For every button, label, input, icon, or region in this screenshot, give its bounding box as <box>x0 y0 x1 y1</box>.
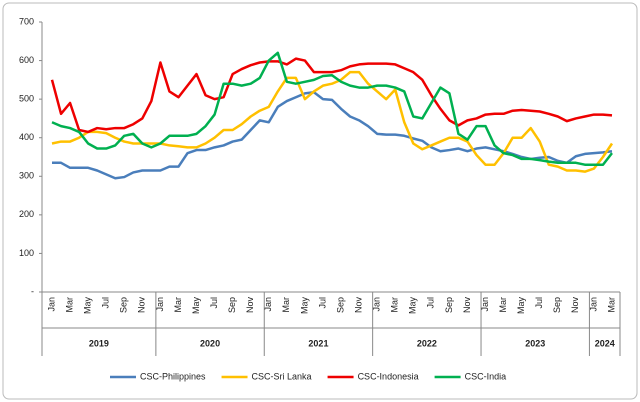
x-tick-label: Jan <box>372 297 382 312</box>
x-tick-label: Jan <box>46 297 56 312</box>
x-tick-label: Mar <box>606 297 616 313</box>
series-line <box>50 57 613 134</box>
legend-label: CSC-Sri Lanka <box>252 371 312 381</box>
y-tick-label: 500 <box>19 94 34 104</box>
x-tick-label: May <box>83 297 93 315</box>
year-label: 2023 <box>525 338 545 348</box>
x-tick-label: Jan <box>155 297 165 312</box>
x-tick-label: Sep <box>335 297 345 313</box>
y-tick-label: 300 <box>19 171 34 181</box>
x-tick-label: May <box>299 297 309 315</box>
y-tick-label: 200 <box>19 209 34 219</box>
x-tick-label: Jan <box>263 297 273 312</box>
x-tick-label: Jan <box>588 297 598 312</box>
y-tick-label: 400 <box>19 132 34 142</box>
x-tick-label: May <box>516 297 526 315</box>
x-tick-label: Mar <box>281 297 291 313</box>
x-tick-label: Jan <box>480 297 490 312</box>
x-tick-label: May <box>408 297 418 315</box>
x-tick-label: Jul <box>426 297 436 309</box>
series-line <box>52 90 613 180</box>
y-tick-label: 700 <box>19 16 34 26</box>
x-tick-label: Mar <box>498 297 508 313</box>
year-label: 2022 <box>417 338 437 348</box>
x-tick-label: Nov <box>462 297 472 314</box>
x-tick-label: Nov <box>353 297 363 314</box>
x-tick-label: Sep <box>227 297 237 313</box>
x-tick-label: Jul <box>317 297 327 309</box>
y-tick-label: - <box>31 286 34 296</box>
year-label: 2021 <box>308 338 328 348</box>
x-tick-label: Mar <box>64 297 74 313</box>
x-tick-label: Sep <box>552 297 562 313</box>
x-tick-label: Jul <box>534 297 544 309</box>
y-tick-label: 600 <box>19 55 34 65</box>
x-tick-label: Nov <box>137 297 147 314</box>
x-tick-label: Sep <box>119 297 129 313</box>
legend-label: CSC-Indonesia <box>358 371 419 381</box>
x-tick-label: Mar <box>390 297 400 313</box>
legend-label: CSC-India <box>465 371 507 381</box>
x-tick-label: Nov <box>245 297 255 314</box>
x-tick-label: May <box>191 297 201 315</box>
year-label: 2019 <box>89 338 109 348</box>
y-tick-label: 100 <box>19 248 34 258</box>
legend-label: CSC-Philippines <box>140 371 206 381</box>
series-line <box>51 51 613 166</box>
year-label: 2020 <box>200 338 220 348</box>
x-tick-label: Nov <box>570 297 580 314</box>
year-label: 2024 <box>595 338 615 348</box>
x-tick-label: Jul <box>209 297 219 309</box>
x-tick-label: Jul <box>101 297 111 309</box>
x-tick-label: Sep <box>444 297 454 313</box>
x-tick-label: Mar <box>173 297 183 313</box>
